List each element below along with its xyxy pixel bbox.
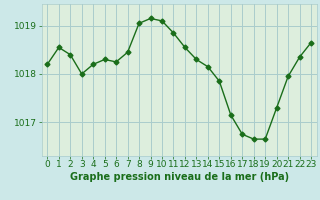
X-axis label: Graphe pression niveau de la mer (hPa): Graphe pression niveau de la mer (hPa) <box>70 172 289 182</box>
